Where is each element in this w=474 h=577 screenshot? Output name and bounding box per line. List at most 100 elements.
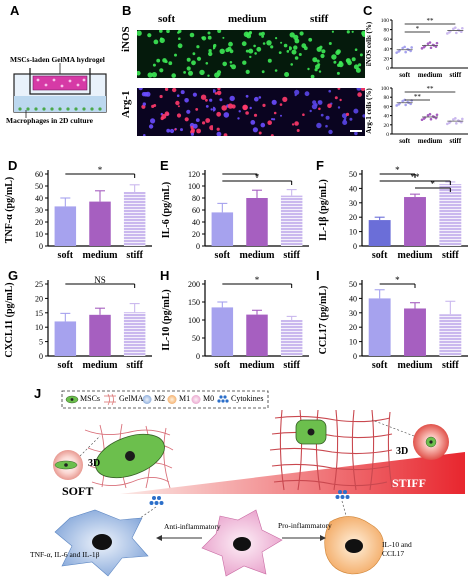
cell-dot bbox=[271, 99, 277, 105]
y-tick-label: 30 bbox=[349, 199, 357, 208]
bar-stiff bbox=[123, 192, 146, 246]
cell-dot bbox=[196, 56, 202, 61]
cell-dot bbox=[199, 69, 205, 76]
cell-dot bbox=[250, 120, 256, 125]
row-arg1: Arg-1 bbox=[120, 90, 132, 119]
cell-dot bbox=[159, 30, 163, 33]
chart-ccl17: 0 10 20 30 40 50 CCL17 (pg/mL) soft medium stiff * bbox=[318, 275, 468, 371]
y-tick-label: 60 bbox=[35, 170, 43, 179]
cell-dot bbox=[362, 114, 365, 118]
cell-dot bbox=[184, 117, 189, 122]
chart-il6: 0 20 40 60 80 100 120 IL-6 (pg/mL) soft medium sti… bbox=[161, 170, 309, 261]
cell-dot bbox=[258, 32, 263, 36]
cell-dot bbox=[317, 100, 321, 104]
cell-dot bbox=[223, 112, 230, 118]
cell-dot bbox=[334, 96, 338, 100]
micrograph-inos-soft bbox=[137, 30, 213, 78]
cell-dot bbox=[205, 118, 211, 123]
data-point-medium bbox=[422, 45, 426, 49]
bar-stiff bbox=[439, 184, 462, 246]
cell-dot bbox=[260, 122, 266, 128]
y-axis-label: iNOS cells (%) bbox=[365, 21, 373, 66]
cell-dot bbox=[275, 37, 278, 40]
data-point-stiff bbox=[461, 117, 464, 121]
cell-dot bbox=[253, 113, 258, 117]
cell-dot bbox=[205, 62, 209, 65]
y-tick-label: 80 bbox=[192, 194, 200, 203]
cell-dot bbox=[282, 96, 288, 102]
y-tick-label: 200 bbox=[188, 280, 200, 289]
x-tick-label: stiff bbox=[449, 71, 461, 79]
panel-label-b: B bbox=[122, 3, 132, 18]
cell-dot bbox=[341, 113, 348, 119]
cell-dot bbox=[302, 113, 305, 116]
x-tick-label: soft bbox=[58, 250, 74, 261]
y-tick-label: 100 bbox=[188, 182, 200, 191]
legend-mscs: MSCs bbox=[80, 394, 101, 403]
cell-dot bbox=[342, 120, 348, 125]
macrophage-label: Macrophages in 2D culture bbox=[6, 116, 94, 125]
cell-dot bbox=[359, 53, 363, 57]
cell-dot bbox=[321, 49, 326, 54]
cell-dot bbox=[192, 123, 198, 129]
y-tick-label: 30 bbox=[35, 206, 43, 215]
bar-medium bbox=[404, 308, 426, 356]
cell-dot bbox=[314, 103, 318, 107]
cell-dot bbox=[252, 127, 258, 133]
data-point-soft bbox=[401, 46, 404, 50]
hydrogel-label: MSCs-laden GelMA hydrogel bbox=[10, 55, 105, 64]
cell-dot bbox=[274, 69, 278, 72]
cell-dot bbox=[159, 94, 163, 99]
cell-dot bbox=[229, 61, 233, 64]
cell-dot bbox=[227, 103, 234, 109]
panel-label-a: A bbox=[10, 3, 20, 18]
cell-dot bbox=[171, 73, 176, 78]
significance-mark: * bbox=[416, 25, 420, 33]
cell-dot bbox=[256, 46, 262, 52]
y-tick-label: 40 bbox=[349, 184, 357, 193]
micrograph-arg1-soft bbox=[137, 88, 213, 136]
x-tick-label: soft bbox=[58, 360, 74, 371]
x-tick-label: medium bbox=[398, 250, 434, 261]
cell-dot bbox=[336, 71, 340, 75]
cell-dot bbox=[253, 44, 256, 48]
cell-dot bbox=[296, 129, 300, 132]
cell-dot bbox=[261, 35, 264, 38]
y-tick-label: 80 bbox=[384, 28, 390, 34]
cell-dot bbox=[294, 89, 300, 95]
cell-dot bbox=[201, 36, 207, 41]
data-point-stiff bbox=[446, 32, 449, 35]
cell-dot bbox=[202, 121, 206, 125]
significance-mark: * bbox=[395, 275, 400, 285]
cell-dot bbox=[156, 58, 161, 63]
y-tick-label: 15 bbox=[35, 309, 43, 318]
bar-soft bbox=[211, 212, 234, 246]
cell-dot bbox=[283, 43, 288, 48]
cell-dot bbox=[325, 124, 328, 128]
cell-dot bbox=[262, 42, 266, 45]
bar-soft bbox=[54, 206, 77, 246]
cell-dot bbox=[328, 42, 332, 45]
chart-cxcl11: 0 5 10 15 20 25 CXCL11 (pg/mL) soft medium stiff N… bbox=[4, 275, 152, 371]
cell-dot bbox=[338, 60, 343, 65]
panel-label-f: F bbox=[316, 158, 324, 173]
y-tick-label: 100 bbox=[381, 18, 390, 24]
chart-tnf: 0 10 20 30 40 50 60 TNF-α (pg/mL) soft medium stif… bbox=[4, 165, 152, 261]
cell-dot bbox=[205, 105, 209, 108]
cell-dot bbox=[178, 37, 181, 40]
data-point-medium bbox=[426, 42, 430, 46]
data-point-medium bbox=[435, 113, 439, 117]
cell-dot bbox=[254, 96, 259, 102]
cell-dot bbox=[183, 71, 186, 74]
cell-dot bbox=[245, 49, 249, 53]
x-tick-label: medium bbox=[83, 250, 119, 261]
cell-dot bbox=[270, 134, 274, 136]
cell-dot bbox=[289, 46, 292, 51]
label-anti: Anti-inflammatory bbox=[164, 522, 221, 531]
cell-dot bbox=[347, 60, 352, 66]
label-3d-left: 3D bbox=[88, 458, 101, 469]
cell-dot bbox=[195, 108, 199, 111]
cell-dot bbox=[172, 88, 177, 93]
chart-inos-cells: 0 20 40 60 80 100 iNOS cells (%) soft medium stif… bbox=[365, 17, 468, 79]
panel-label-h: H bbox=[160, 268, 170, 283]
